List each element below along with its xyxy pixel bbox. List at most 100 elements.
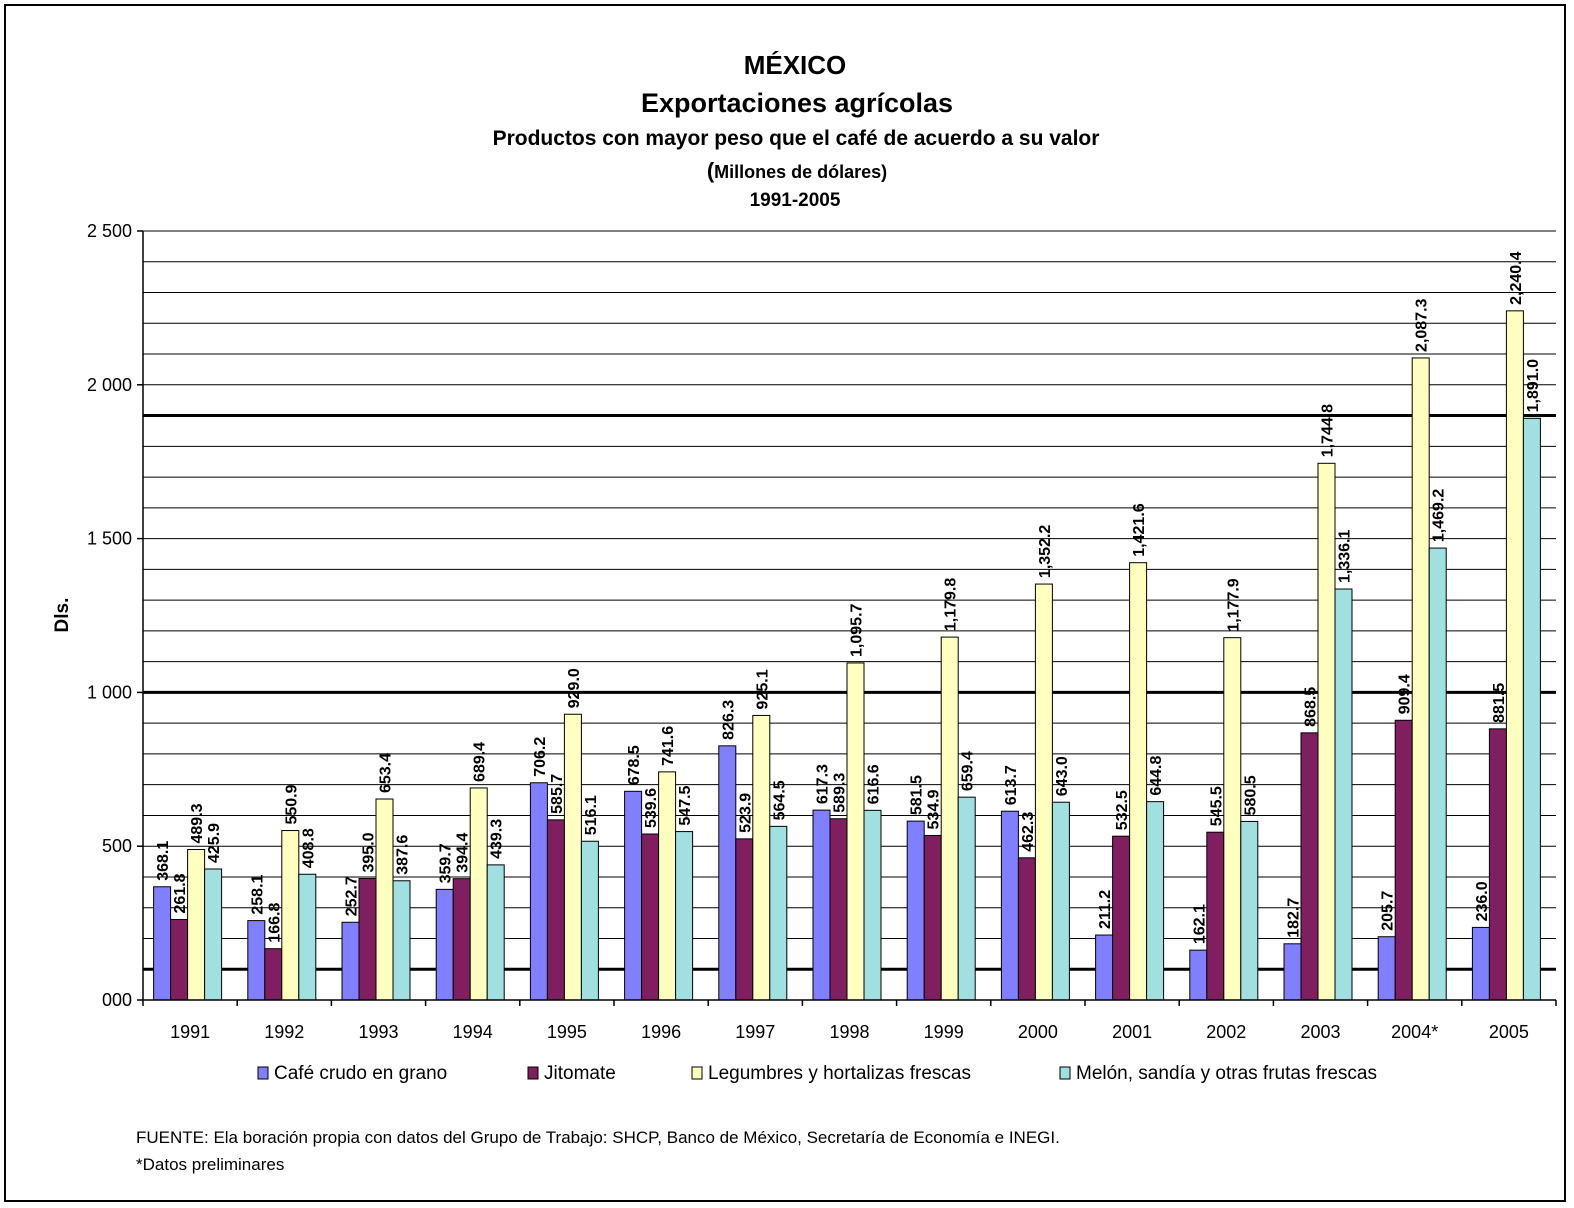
bar xyxy=(529,782,548,1001)
chart-subtitle-2: Productos con mayor peso que el café de … xyxy=(493,127,1100,150)
data-label: 359.7 xyxy=(438,843,455,883)
bar xyxy=(769,825,788,1001)
bar xyxy=(1334,588,1353,1001)
data-label: 534.9 xyxy=(926,789,943,829)
data-label: 1,179.8 xyxy=(943,578,960,631)
data-label: 439.3 xyxy=(489,819,506,859)
data-label: 689.4 xyxy=(472,742,489,782)
data-label: 523.9 xyxy=(737,793,754,833)
bar xyxy=(563,713,582,1001)
bars xyxy=(153,310,1541,1001)
bar xyxy=(392,880,411,1001)
bar xyxy=(486,864,505,1001)
data-label: 368.1 xyxy=(155,841,172,881)
bar xyxy=(1377,936,1396,1001)
x-tick-label: 1993 xyxy=(358,1022,398,1042)
data-label: 166.8 xyxy=(266,903,283,943)
data-label: 545.5 xyxy=(1208,786,1225,826)
data-label: 1,336.1 xyxy=(1337,530,1354,583)
bar xyxy=(1206,831,1225,1001)
data-label: 581.5 xyxy=(909,775,926,815)
y-axis-label: Dls. xyxy=(52,598,73,633)
bar xyxy=(1240,820,1259,1001)
data-label: 1,469.2 xyxy=(1431,489,1448,542)
data-label: 516.1 xyxy=(583,795,600,835)
data-label: 868.5 xyxy=(1303,687,1320,727)
data-label: 585.7 xyxy=(549,774,566,814)
legend-label: Café crudo en grano xyxy=(274,1063,447,1084)
bar xyxy=(846,662,865,1001)
bar xyxy=(247,920,266,1001)
bar xyxy=(1223,637,1242,1001)
data-label: 1,891.0 xyxy=(1525,359,1542,412)
bar xyxy=(264,948,283,1001)
preliminary-note: *Datos preliminares xyxy=(136,1155,285,1174)
data-label: 2,087.3 xyxy=(1414,298,1431,351)
data-label: 1,177.9 xyxy=(1225,578,1242,631)
data-label: 741.6 xyxy=(660,726,677,766)
y-tick-label: 1 000 xyxy=(87,682,132,702)
bar xyxy=(1051,801,1070,1001)
data-label: 532.5 xyxy=(1114,790,1131,830)
bar xyxy=(358,877,377,1001)
x-tick-label: 1998 xyxy=(829,1022,869,1042)
bar xyxy=(1146,801,1165,1001)
bar xyxy=(906,820,925,1001)
data-label: 564.5 xyxy=(771,780,788,820)
bar xyxy=(718,745,737,1001)
unit-note-paren: ( xyxy=(707,158,715,183)
data-label: 547.5 xyxy=(677,785,694,825)
data-label: 826.3 xyxy=(720,700,737,740)
data-label: 550.9 xyxy=(283,784,300,824)
y-tick-label: 000 xyxy=(102,990,132,1010)
data-label: 539.6 xyxy=(643,788,660,828)
bar xyxy=(940,636,959,1001)
legend-swatch xyxy=(691,1066,703,1080)
bar xyxy=(1000,810,1019,1001)
bar xyxy=(1317,462,1336,1001)
bar xyxy=(1522,417,1541,1001)
x-tick-label: 1999 xyxy=(924,1022,964,1042)
data-label: 182.7 xyxy=(1286,898,1303,938)
x-tick-label: 2001 xyxy=(1112,1022,1152,1042)
bar xyxy=(546,819,565,1001)
bar xyxy=(435,888,454,1001)
data-label: 395.0 xyxy=(361,832,378,872)
bar xyxy=(1471,926,1490,1001)
unit-note-text: Millones de dólares) xyxy=(714,162,887,182)
data-label: 613.7 xyxy=(1003,765,1020,805)
data-label: 387.6 xyxy=(395,835,412,875)
data-label: 462.3 xyxy=(1020,812,1037,852)
data-label: 236.0 xyxy=(1474,881,1491,921)
y-tick-label: 2 000 xyxy=(87,375,132,395)
bar xyxy=(624,790,643,1001)
chart-title: MÉXICO xyxy=(744,50,847,80)
bar xyxy=(675,831,694,1001)
bar xyxy=(1283,943,1302,1001)
bar xyxy=(923,834,942,1001)
data-label: 580.5 xyxy=(1242,775,1259,815)
bar xyxy=(170,918,189,1001)
y-tick-label: 500 xyxy=(102,836,132,856)
x-tick-label: 1997 xyxy=(735,1022,775,1042)
x-tick-label: 1995 xyxy=(547,1022,587,1042)
bar xyxy=(153,886,172,1001)
legend-label: Jitomate xyxy=(544,1063,616,1084)
x-tick-label: 1994 xyxy=(453,1022,493,1042)
x-tick-label: 2003 xyxy=(1300,1022,1340,1042)
bar xyxy=(1488,728,1507,1001)
bar xyxy=(1428,547,1447,1001)
legend-label: Melón, sandía y otras frutas frescas xyxy=(1076,1063,1377,1084)
x-tick-label: 1991 xyxy=(170,1022,210,1042)
unit-note: (Millones de dólares) xyxy=(707,158,887,183)
x-tick-label: 2000 xyxy=(1018,1022,1058,1042)
data-label: 929.0 xyxy=(566,668,583,708)
x-tick-label: 1992 xyxy=(264,1022,304,1042)
bar xyxy=(1300,732,1319,1001)
data-label: 617.3 xyxy=(815,764,832,804)
data-label: 261.8 xyxy=(172,873,189,913)
chart-period: 1991-2005 xyxy=(750,190,841,211)
data-label: 489.3 xyxy=(189,803,206,843)
data-label: 653.4 xyxy=(378,753,395,793)
